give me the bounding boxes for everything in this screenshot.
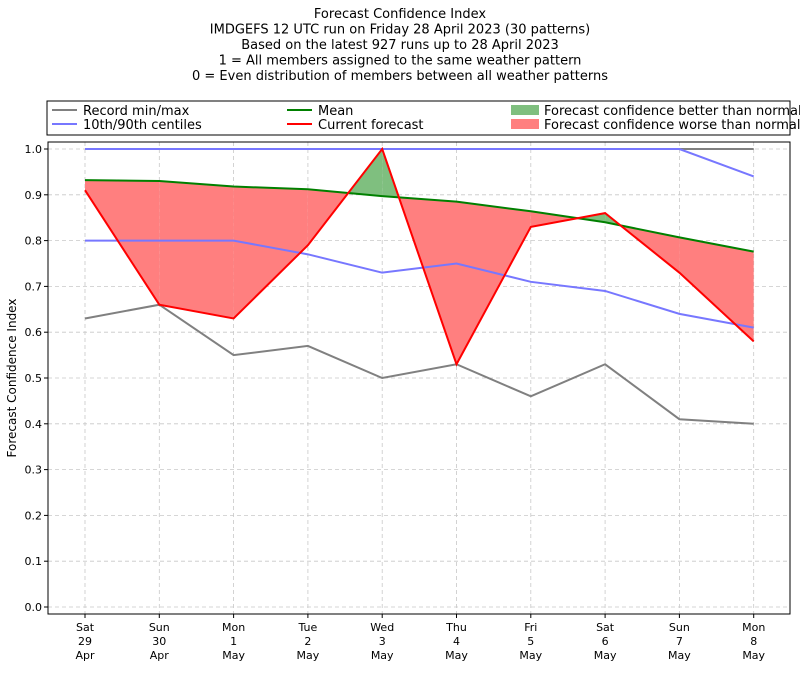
x-tick-label: 30 [152,635,166,648]
x-tick-label: May [297,649,320,662]
y-tick-label: 0.5 [25,372,43,385]
x-tick-label: Apr [150,649,170,662]
y-tick-label: 0.1 [25,555,43,568]
y-tick-label: 0.0 [25,601,43,614]
legend-label: 10th/90th centiles [83,118,202,133]
series-line-p90 [85,148,755,178]
x-tick-label: 8 [750,635,757,648]
x-tick-label: 7 [676,635,683,648]
chart-title-line: Based on the latest 927 runs up to 28 Ap… [241,38,559,53]
series-line-mean [84,179,754,253]
x-tick-label: Sun [669,621,690,634]
x-tick-label: Mon [742,621,765,634]
fill-worse-than-normal [456,201,531,365]
y-tick-label: 0.2 [25,509,43,522]
x-tick-label: May [668,649,691,662]
fill-worse-than-normal [85,180,160,305]
series-line-p10 [85,239,754,329]
x-tick-label: Sun [149,621,170,634]
x-tick-label: Wed [370,621,394,634]
x-tick-label: May [594,649,617,662]
fill-better-than-normal [577,213,606,223]
fill-worse-than-normal [233,186,308,319]
x-tick-label: Sat [76,621,95,634]
y-tick-label: 0.6 [25,326,43,339]
x-tick-label: Mon [222,621,245,634]
x-tick-label: 2 [304,635,311,648]
x-tick-label: May [445,649,468,662]
y-tick-label: 0.3 [25,464,43,477]
x-tick-label: Thu [445,621,467,634]
y-tick-label: 0.7 [25,280,43,293]
x-tick-label: May [222,649,245,662]
legend-label: Forecast confidence better than normal [544,104,800,119]
series-line-record_min [84,303,754,425]
x-tick-label: 29 [78,635,92,648]
legend-label: Record min/max [83,104,190,119]
y-tick-label: 0.9 [25,189,43,202]
chart-title-line: 1 = All members assigned to the same wea… [219,54,582,69]
legend-label: Current forecast [318,118,424,133]
y-axis-label: Forecast Confidence Index [5,299,19,458]
y-tick-label: 0.8 [25,235,43,248]
y-tick-label: 0.4 [25,418,43,431]
legend-label: Forecast confidence worse than normal [544,118,800,133]
x-tick-label: 3 [379,635,386,648]
x-tick-label: Tue [298,621,318,634]
legend-swatch-patch [511,105,539,115]
x-tick-label: May [519,649,542,662]
x-tick-label: 4 [453,635,460,648]
fill-worse-than-normal [159,181,234,319]
y-tick-label: 1.0 [25,143,43,156]
fill-worse-than-normal [530,211,578,227]
x-tick-label: 1 [230,635,237,648]
chart-title-line: IMDGEFS 12 UTC run on Friday 28 April 20… [210,23,590,38]
x-tick-label: May [742,649,765,662]
plot-frame [47,141,791,615]
chart-title-line: 0 = Even distribution of members between… [192,69,608,84]
x-tick-label: Fri [524,621,537,634]
chart-title-line: Forecast Confidence Index [314,7,486,22]
x-tick-label: May [371,649,394,662]
legend-frame [46,100,791,136]
fill-worse-than-normal [679,237,754,342]
x-tick-label: 6 [602,635,609,648]
x-tick-label: Apr [75,649,95,662]
legend-label: Mean [318,104,353,119]
series-line-current [84,146,755,367]
x-tick-label: Sat [596,621,615,634]
x-tick-label: 5 [527,635,534,648]
legend-swatch-patch [511,119,539,129]
